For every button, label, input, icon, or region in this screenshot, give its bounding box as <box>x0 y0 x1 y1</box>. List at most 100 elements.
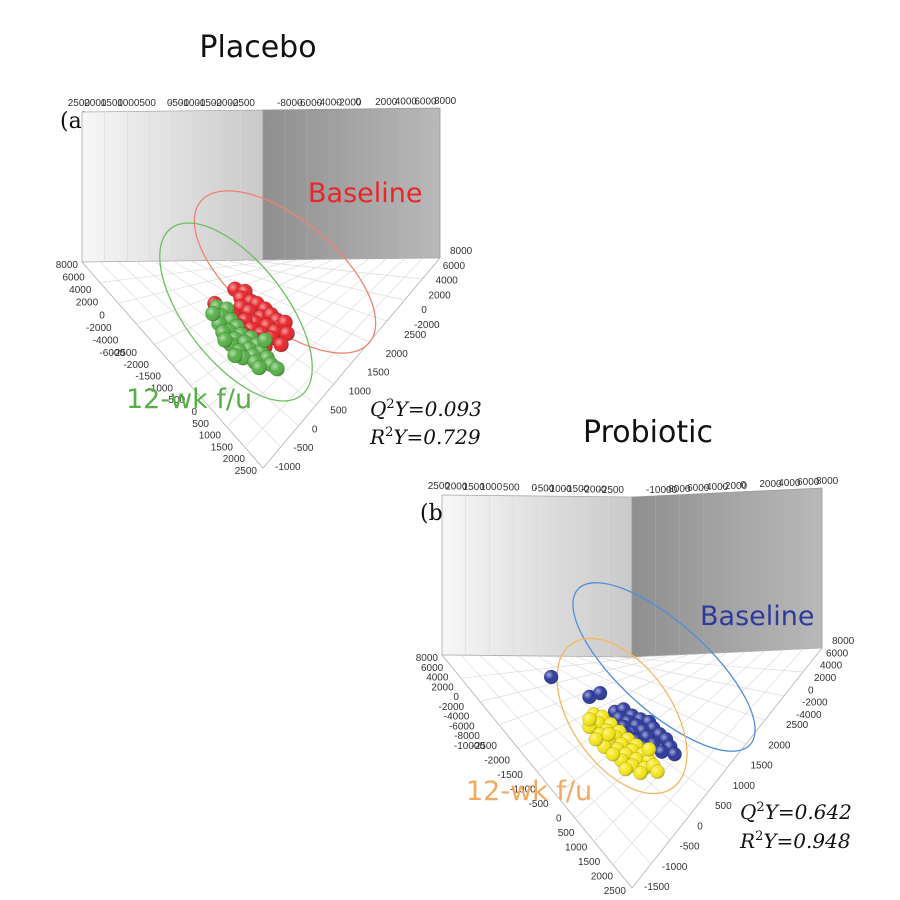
tick-label: 2500 <box>404 330 427 341</box>
tick-label: 1000 <box>733 781 756 792</box>
tick-label: -2000 <box>581 485 607 496</box>
tick-label: -2500 <box>111 348 137 359</box>
tick-label: -4000 <box>316 98 342 109</box>
data-point-shading <box>217 332 233 348</box>
data-point-shading <box>582 712 597 727</box>
tick-label: -10000 <box>646 485 678 496</box>
grid-line <box>479 655 671 841</box>
tick-label: 2500 <box>604 886 627 897</box>
confidence-ellipse <box>556 637 688 795</box>
tick-label: -500 <box>165 395 185 406</box>
data-point-shading <box>269 361 285 377</box>
tick-label: -2000 <box>86 323 112 334</box>
tick-label: -1000 <box>662 862 688 873</box>
stat-r2y: R2Y=0.948 <box>739 829 851 853</box>
tick-label: -2500 <box>471 741 497 752</box>
tick-label: 2000 <box>445 481 468 492</box>
tick-label: 4000 <box>69 285 92 296</box>
tick-label: 0 <box>531 483 537 494</box>
data-point-shading <box>650 764 665 779</box>
tick-label: 1500 <box>751 761 774 772</box>
data-point-shading <box>667 747 682 762</box>
tick-label: 2000 <box>386 349 409 360</box>
tick-label: -6000 <box>99 348 125 359</box>
tick-label: 2000 <box>814 673 837 684</box>
tick-label: 2500 <box>68 98 91 109</box>
confidence-ellipses <box>556 582 756 795</box>
tick-label: 1500 <box>367 368 390 379</box>
tick-label: 8000 <box>434 96 457 107</box>
stat-q2y: Q2Y=0.642 <box>740 800 852 824</box>
tick-label: 4000 <box>778 478 801 489</box>
tick-label: 4000 <box>820 661 843 672</box>
data-point-shading <box>618 762 633 777</box>
tick-label: -2000 <box>484 756 510 767</box>
tick-label: -4000 <box>444 712 470 723</box>
tick-label: 1500 <box>211 442 234 453</box>
data-point-shading <box>601 727 616 742</box>
grid-line <box>612 648 804 865</box>
tick-label: -2000 <box>123 360 149 371</box>
tick-label: 6000 <box>826 648 849 659</box>
tick-label: 0 <box>808 685 814 696</box>
tick-label: -2000 <box>722 481 748 492</box>
tick-label: -500 <box>529 799 549 810</box>
tick-label: -500 <box>169 98 189 109</box>
tick-label: -8000 <box>454 731 480 742</box>
data-point-shading <box>257 332 273 348</box>
tick-label: -4000 <box>796 710 822 721</box>
data-points <box>543 669 682 781</box>
data-point-shading <box>544 669 559 684</box>
tick-label: 8000 <box>832 636 855 647</box>
data-point-shading <box>605 747 620 762</box>
tick-label: -1000 <box>180 98 206 109</box>
tick-label: -1000 <box>275 462 301 473</box>
cube-3d <box>441 487 823 889</box>
tick-label: 1000 <box>565 843 588 854</box>
data-point-shading <box>227 347 243 363</box>
tick-label: -2000 <box>213 98 239 109</box>
tick-label: 2000 <box>76 298 99 309</box>
tick-label: 1000 <box>349 387 372 398</box>
tick-label: -1500 <box>564 484 590 495</box>
tick-label: 0 <box>421 305 427 316</box>
tick-label: 500 <box>192 419 209 430</box>
series-label-12wk: 12-wk f/u <box>466 776 592 807</box>
tick-label: -10000 <box>454 741 486 752</box>
tick-label: -1500 <box>196 98 222 109</box>
tick-label: -2500 <box>229 98 255 109</box>
data-point-shading <box>251 360 267 376</box>
tick-label: 6000 <box>443 261 466 272</box>
series-label-baseline: Baseline <box>700 601 814 632</box>
chart-title: Placebo <box>199 30 316 65</box>
data-point-shading <box>588 732 603 747</box>
tick-label: -1000 <box>546 484 572 495</box>
grid-line <box>226 258 405 428</box>
tick-label: 2000 <box>759 479 782 490</box>
tick-label: 1000 <box>199 431 222 442</box>
tick-label: 0 <box>356 97 362 108</box>
data-point-shading <box>642 742 657 757</box>
tick-label: 2500 <box>235 466 258 477</box>
grid-line <box>460 654 652 865</box>
tick-label: 2500 <box>428 481 451 492</box>
grid-line <box>593 649 785 842</box>
tick-label: -2000 <box>336 97 362 108</box>
tick-label: -1000 <box>147 383 173 394</box>
tick-label: 4000 <box>426 673 449 684</box>
tick-label: -500 <box>293 443 313 454</box>
tick-label: 500 <box>558 828 575 839</box>
tick-label: -2500 <box>598 485 624 496</box>
tick-label: 0 <box>167 98 173 109</box>
data-point-shading <box>582 689 597 704</box>
tick-label: 4000 <box>395 97 418 108</box>
tick-label: -500 <box>534 483 554 494</box>
tick-label: 500 <box>330 405 347 416</box>
panel-placebo: Placebo (a) -2500-2000-1500-1000-5000500… <box>56 30 482 477</box>
tick-label: -8000 <box>277 98 303 109</box>
tick-label: 6000 <box>421 663 444 674</box>
tick-label: 0 <box>697 821 703 832</box>
confidence-ellipse <box>159 222 313 402</box>
axis-ticks: -2500-2000-1500-1000-5000500100015002000… <box>416 476 855 897</box>
